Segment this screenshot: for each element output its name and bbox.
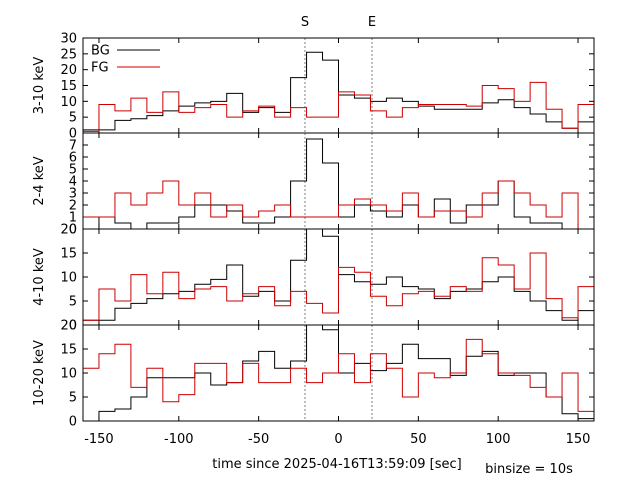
y-tick-label: 20 (60, 63, 77, 78)
y-tick-label: 25 (60, 47, 77, 62)
y-tick-label: 0 (69, 223, 77, 238)
y-tick-label: 5 (69, 295, 77, 310)
series-fg-line (83, 338, 594, 412)
series-bg-line (83, 51, 594, 131)
y-tick-label: 4 (69, 175, 77, 190)
x-tick-label: 50 (410, 432, 427, 447)
panel-frame (82, 324, 595, 422)
y-tick-label: 3 (69, 187, 77, 202)
y-tick-label: 10 (60, 95, 77, 110)
y-tick-label: 15 (60, 343, 77, 358)
legend: BG FG (91, 44, 160, 76)
series-fg-line (83, 252, 594, 321)
y-tick-label: 30 (60, 32, 77, 47)
panel-3: 0 5 10 15 20 4-10 keV (32, 223, 595, 334)
x-tick-label: -50 (248, 432, 269, 447)
y-tick-label: 10 (60, 271, 77, 286)
x-axis-label: time since 2025-04-16T13:59:09 [sec] (212, 457, 461, 472)
legend-label-fg: FG (91, 61, 109, 76)
x-tick-label: -100 (164, 432, 194, 447)
y-tick-label: 5 (69, 391, 77, 406)
y-tick-label: 2 (69, 199, 77, 214)
y-tick-label: 6 (69, 151, 77, 166)
y-tick-label: 0 (69, 127, 77, 142)
y-tick-label: 20 (60, 319, 77, 334)
y-tick-label: 10 (60, 367, 77, 382)
series-fg-line (83, 180, 594, 229)
x-tick-label: -150 (84, 432, 114, 447)
marker-label-E: E (368, 15, 376, 30)
y-tick-label: 7 (69, 139, 77, 154)
legend-label-bg: BG (91, 44, 110, 59)
series-fg-line (83, 81, 594, 132)
y-tick-label: 0 (69, 415, 77, 430)
y-tick-label: 15 (60, 247, 77, 262)
y-axis-label: 4-10 keV (32, 248, 47, 306)
marker-label-S: S (301, 15, 309, 30)
y-tick-label: 5 (69, 163, 77, 178)
y-tick-label: 1 (69, 211, 77, 226)
y-tick-label: 20 (60, 223, 77, 238)
series-bg-line (83, 325, 594, 421)
binsize-label: binsize = 10s (485, 462, 573, 477)
panel-4: 0 5 10 15 20 10-20 keV (32, 319, 595, 430)
y-axis-label: 10-20 keV (32, 340, 47, 406)
x-tick-label: 150 (566, 432, 591, 447)
y-tick-label: 15 (60, 79, 77, 94)
y-axis-label: 2-4 keV (32, 156, 47, 205)
y-tick-label: 0 (69, 319, 77, 334)
y-axis-label: 3-10 keV (32, 57, 47, 115)
x-tick-label: 100 (486, 432, 511, 447)
x-tick-label: 0 (334, 432, 342, 447)
y-tick-label: 5 (69, 111, 77, 126)
